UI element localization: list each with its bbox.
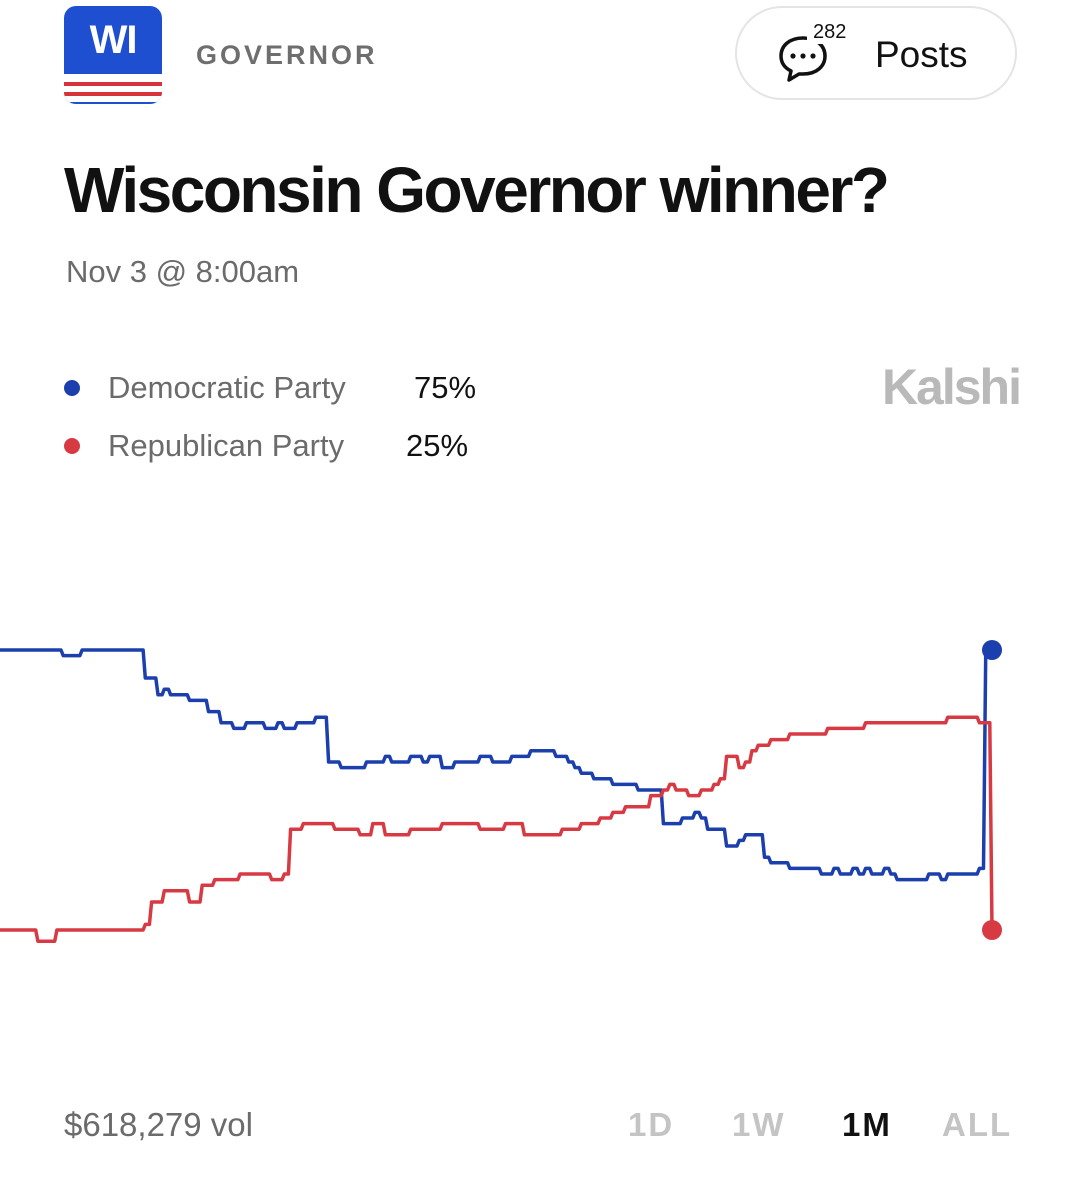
market-date: Nov 3 @ 8:00am bbox=[66, 254, 300, 289]
range-1m[interactable]: 1M bbox=[842, 1106, 892, 1143]
market-title: Wisconsin Governor winner? bbox=[64, 154, 890, 226]
range-all[interactable]: ALL bbox=[942, 1106, 1013, 1143]
range-1w[interactable]: 1W bbox=[732, 1106, 786, 1143]
legend-dot-democratic bbox=[64, 380, 80, 396]
chat-bubble-icon bbox=[779, 36, 827, 82]
kalshi-logo: Kalshi bbox=[881, 359, 1022, 415]
state-badge: WI bbox=[64, 6, 162, 104]
flag-stripes bbox=[64, 74, 162, 104]
series-line-republican bbox=[0, 715, 994, 943]
market-volume: $618,279 vol bbox=[64, 1106, 253, 1143]
legend-label-democratic: Democratic Party bbox=[108, 370, 346, 405]
price-chart[interactable] bbox=[0, 490, 1084, 1090]
legend-value-democratic: 75% bbox=[414, 370, 477, 405]
legend-value-republican: 25% bbox=[406, 428, 469, 463]
legend-label-republican: Republican Party bbox=[108, 428, 345, 463]
posts-button[interactable]: 282 Posts bbox=[735, 6, 1017, 100]
market-category: GOVERNOR bbox=[196, 40, 378, 70]
time-range-selector: 1D 1W 1M ALL bbox=[0, 1106, 1084, 1150]
series-line-democratic bbox=[0, 648, 994, 882]
state-code: WI bbox=[89, 18, 138, 62]
legend-dot-republican bbox=[64, 438, 80, 454]
series-endpoint-democratic bbox=[982, 640, 1002, 660]
series-endpoint-republican bbox=[982, 920, 1002, 940]
posts-count: 282 bbox=[807, 20, 853, 44]
range-1d[interactable]: 1D bbox=[628, 1106, 675, 1143]
posts-label: Posts bbox=[875, 34, 968, 75]
